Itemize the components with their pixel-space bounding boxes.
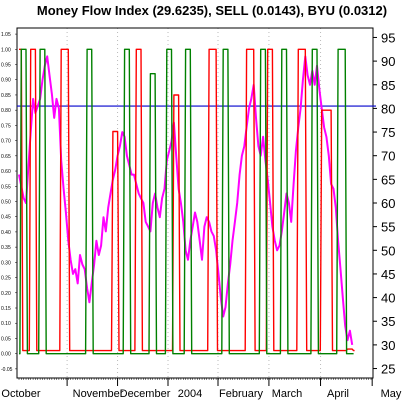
x-tick-label: 2004 <box>178 388 202 400</box>
y-left-tick-label: 0.75 <box>1 123 11 129</box>
y-left-tick-label: 0.50 <box>1 199 11 205</box>
y-left-tick-label: 0.15 <box>1 306 11 312</box>
y-right-tick-label: 70 <box>381 149 395 164</box>
series-line-byu <box>19 48 354 355</box>
y-right-tick-label: 40 <box>381 291 395 306</box>
axis-layer: 25 30 35 40 45 50 55 60 65 70 75 80 85 90 95 1.05 1.00 0.… <box>1 30 402 400</box>
y-left-tick-label: 0.55 <box>1 184 11 190</box>
y-right-tick-label: 80 <box>381 101 395 116</box>
x-tick-label: February <box>219 388 264 400</box>
x-tick-label: November <box>73 388 124 400</box>
y-left-tick-label: 1.05 <box>1 32 11 38</box>
x-tick-label: December <box>120 388 171 400</box>
x-tick-label: April <box>327 388 349 400</box>
y-right-tick-label: 65 <box>381 172 395 187</box>
y-left-tick-label: 0.40 <box>1 230 11 236</box>
y-right-tick-label: 35 <box>381 314 395 329</box>
y-left-tick-label: 0.65 <box>1 154 11 160</box>
y-left-tick-label: 0.00 <box>1 352 11 358</box>
x-tick-label: May <box>381 388 402 400</box>
y-left-tick-label: 0.70 <box>1 139 11 145</box>
y-left-tick-label: 0.95 <box>1 63 11 69</box>
y-right-tick-label: 60 <box>381 196 395 211</box>
series-line-sell <box>19 48 355 352</box>
y-right-tick-label: 95 <box>381 30 395 45</box>
series-layer <box>18 48 355 355</box>
x-tick-label: October <box>1 388 40 400</box>
y-left-tick-label: 0.90 <box>1 78 11 84</box>
y-left-tick-label: 0.80 <box>1 108 11 114</box>
y-left-tick-label: 0.45 <box>1 215 11 221</box>
y-right-tick-label: 75 <box>381 125 395 140</box>
y-left-tick-label: 0.20 <box>1 291 11 297</box>
y-left-tick-label: 0.25 <box>1 276 11 282</box>
chart-title: Money Flow Index (29.6235), SELL (0.0143… <box>37 3 387 18</box>
y-left-tick-label: 0.10 <box>1 321 11 327</box>
y-right-tick-label: 90 <box>381 54 395 69</box>
y-left-tick-label: 0.35 <box>1 245 11 251</box>
y-right-tick-label: 30 <box>381 338 395 353</box>
y-right-tick-label: 25 <box>381 362 395 377</box>
y-left-tick-label: 0.60 <box>1 169 11 175</box>
y-left-tick-label: -0.05 <box>1 367 13 373</box>
y-right-tick-label: 50 <box>381 243 395 258</box>
y-right-tick-label: 85 <box>381 78 395 93</box>
y-right-tick-label: 45 <box>381 267 395 282</box>
y-left-tick-label: 0.30 <box>1 260 11 266</box>
y-left-tick-label: 1.00 <box>1 47 11 53</box>
y-left-tick-label: 0.05 <box>1 336 11 342</box>
y-right-tick-label: 55 <box>381 220 395 235</box>
y-left-tick-label: 0.85 <box>1 93 11 99</box>
x-tick-label: March <box>272 388 303 400</box>
